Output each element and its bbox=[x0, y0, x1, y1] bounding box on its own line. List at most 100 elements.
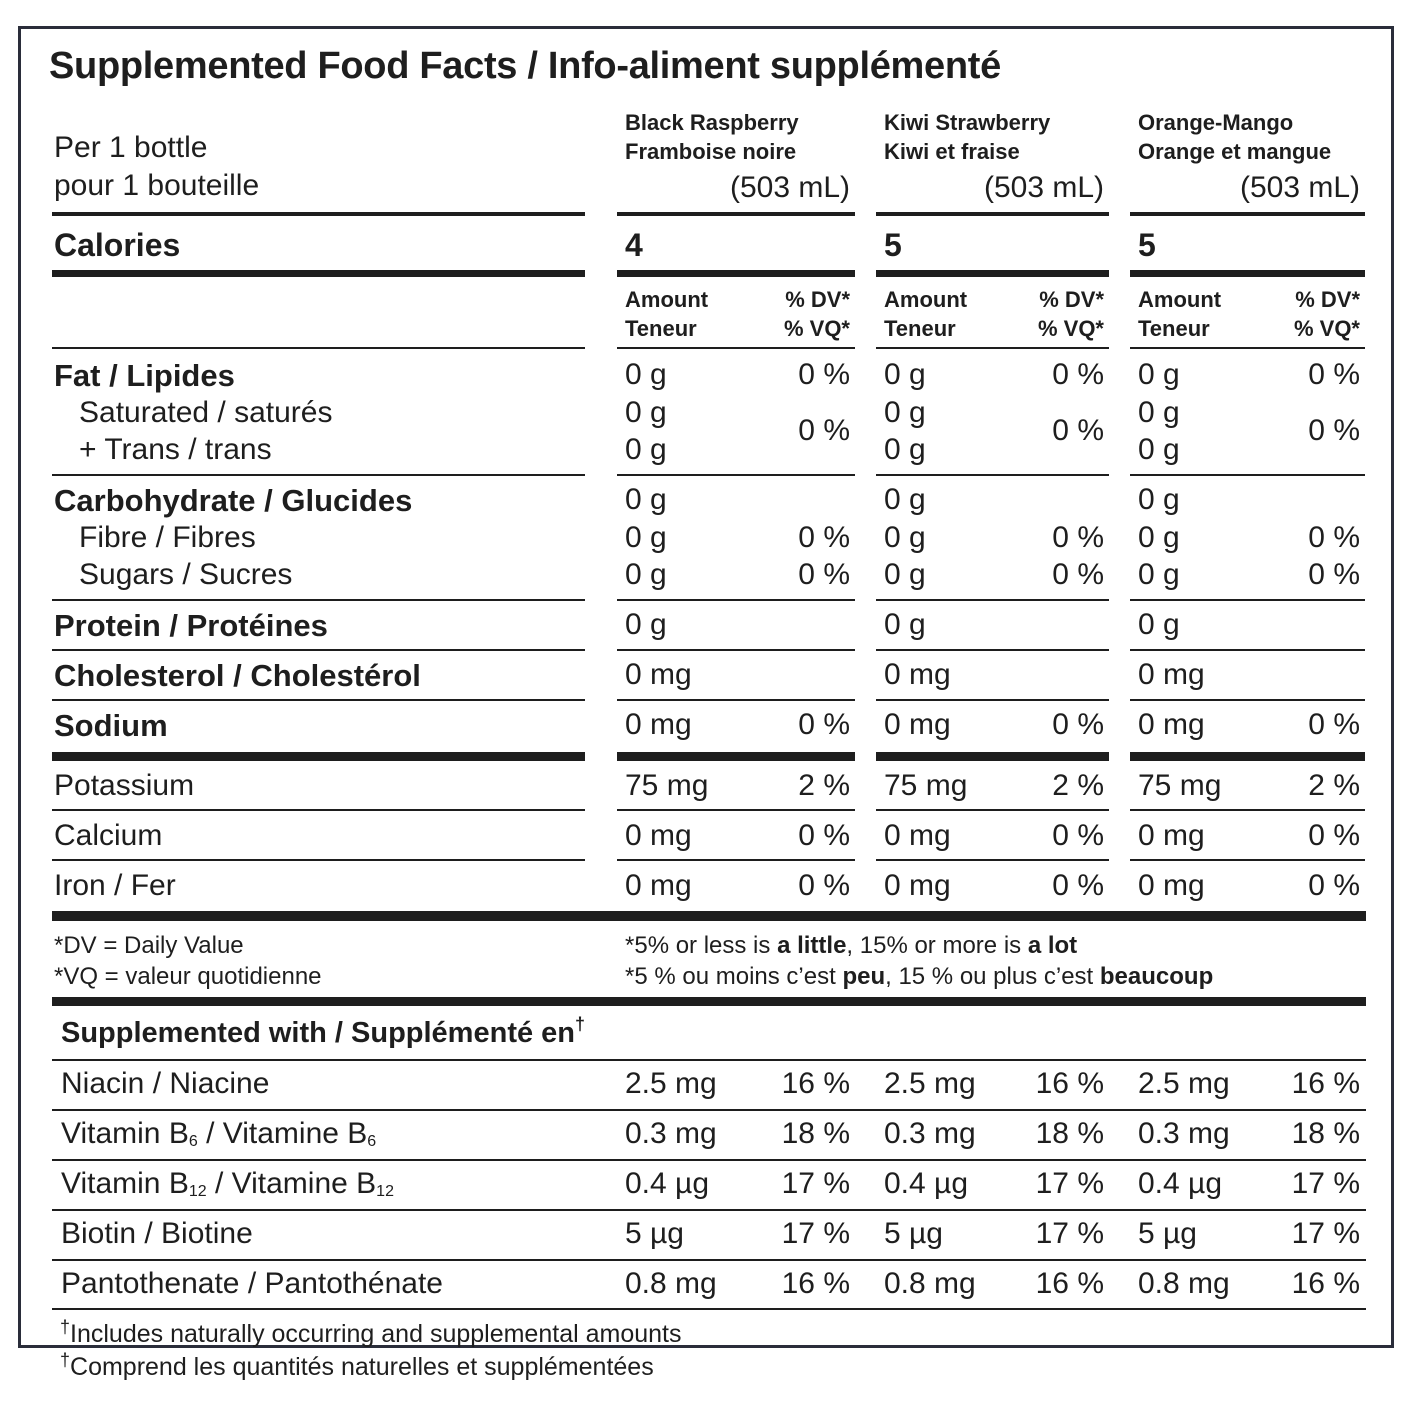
amount-header-en: Amount bbox=[1138, 287, 1222, 312]
saturated-amount: 0 g bbox=[1138, 396, 1180, 429]
supplement-amount: 0.4 µg bbox=[1138, 1167, 1223, 1200]
rule-biotin bbox=[52, 1259, 1366, 1261]
supplement-dv: 17 % bbox=[1035, 1167, 1104, 1200]
supplement-dv: 16 % bbox=[1291, 1067, 1360, 1100]
nutrition-facts-label bbox=[18, 26, 1394, 1348]
saturated-trans-dv: 0 % bbox=[1052, 414, 1104, 447]
supplement-dv: 16 % bbox=[1291, 1267, 1360, 1300]
rule-calories bbox=[52, 270, 585, 277]
flavor-volume: (503 mL) bbox=[729, 171, 850, 204]
guide-fr-text-2: , 15 % ou plus c’est bbox=[885, 963, 1100, 990]
fibre-amount: 0 g bbox=[625, 521, 667, 554]
col1-rule-carb bbox=[876, 599, 1109, 601]
dv-header-en: % DV* bbox=[1039, 287, 1104, 312]
col0-rule-cholesterol bbox=[617, 699, 855, 701]
col2-rule-protein bbox=[1130, 649, 1365, 651]
serving-size-en: Per 1 bottle bbox=[54, 131, 208, 164]
flavor-name-fr: Kiwi et fraise bbox=[884, 139, 1020, 164]
sugars-dv: 0 % bbox=[1308, 558, 1360, 591]
col1-rule-serving bbox=[876, 212, 1109, 216]
fat-amount: 0 g bbox=[884, 358, 926, 391]
guide-en-lot: a lot bbox=[1027, 932, 1078, 959]
protein-amount: 0 g bbox=[1138, 608, 1180, 641]
supplement-amount: 0.3 mg bbox=[1138, 1117, 1230, 1150]
sodium-dv: 0 % bbox=[798, 708, 850, 741]
flavor-volume: (503 mL) bbox=[1239, 171, 1360, 204]
trans-label: + Trans / trans bbox=[79, 433, 272, 466]
sugars-amount: 0 g bbox=[625, 558, 667, 591]
saturated-amount: 0 g bbox=[884, 396, 926, 429]
col0-rule-fat bbox=[617, 474, 855, 476]
biotin-label: Biotin / Biotine bbox=[61, 1217, 253, 1250]
col1-rule-calcium bbox=[876, 859, 1109, 861]
potassium-amount: 75 mg bbox=[625, 769, 709, 802]
potassium-amount: 75 mg bbox=[1138, 769, 1222, 802]
rule-b12 bbox=[52, 1209, 1366, 1211]
dagger-mark-fr: † bbox=[60, 1350, 71, 1370]
dagger-mark-en: † bbox=[60, 1317, 71, 1337]
col0-rule-calories bbox=[617, 270, 855, 277]
niacin-label: Niacin / Niacine bbox=[61, 1067, 270, 1100]
fat-dv: 0 % bbox=[798, 358, 850, 391]
supplement-dv: 18 % bbox=[781, 1117, 850, 1150]
iron-amount: 0 mg bbox=[884, 869, 951, 902]
calories-value: 4 bbox=[625, 227, 643, 263]
sugars-dv: 0 % bbox=[1052, 558, 1104, 591]
supplement-dv: 16 % bbox=[781, 1267, 850, 1300]
calcium-dv: 0 % bbox=[1308, 819, 1360, 852]
carbohydrate-amount: 0 g bbox=[884, 483, 926, 516]
sodium-dv: 0 % bbox=[1308, 708, 1360, 741]
col2-rule-cholesterol bbox=[1130, 699, 1365, 701]
col1-rule-headers bbox=[876, 347, 1109, 349]
col1-rule-cholesterol bbox=[876, 699, 1109, 701]
col2-rule-calcium bbox=[1130, 859, 1365, 861]
vq-definition: *VQ = valeur quotidienne bbox=[54, 963, 322, 990]
label-title: Supplemented Food Facts / Info-aliment s… bbox=[49, 45, 1001, 87]
col0-rule-sodium bbox=[617, 752, 855, 761]
flavor-name-fr: Framboise noire bbox=[625, 139, 797, 164]
calcium-dv: 0 % bbox=[798, 819, 850, 852]
guide-en-little: a little bbox=[777, 932, 847, 959]
col2-rule-serving bbox=[1130, 212, 1365, 216]
potassium-dv: 2 % bbox=[1052, 769, 1104, 802]
rule-calcium bbox=[52, 859, 585, 861]
saturated-trans-dv: 0 % bbox=[1308, 414, 1360, 447]
calcium-amount: 0 mg bbox=[1138, 819, 1205, 852]
calcium-label: Calcium bbox=[54, 819, 163, 852]
protein-amount: 0 g bbox=[625, 608, 667, 641]
supplement-dv: 16 % bbox=[1035, 1067, 1104, 1100]
potassium-dv: 2 % bbox=[1308, 769, 1360, 802]
col1-rule-fat bbox=[876, 474, 1109, 476]
col2-rule-calories bbox=[1130, 270, 1365, 277]
dv-header-fr: % VQ* bbox=[1293, 316, 1360, 341]
vitamin-b6-label: Vitamin B6 / Vitamine B6 bbox=[61, 1117, 376, 1150]
supplemented-heading-text: Supplemented with / Supplémenté en bbox=[61, 1017, 575, 1049]
supplement-amount: 0.3 mg bbox=[884, 1117, 976, 1150]
dv-header-en: % DV* bbox=[1295, 287, 1360, 312]
col0-rule-potassium bbox=[617, 809, 855, 811]
supplement-dv: 17 % bbox=[1291, 1167, 1360, 1200]
trans-amount: 0 g bbox=[884, 433, 926, 466]
b6-en: Vitamin B bbox=[61, 1117, 189, 1150]
supplement-dv: 17 % bbox=[1291, 1217, 1360, 1250]
amount-header-en: Amount bbox=[625, 287, 709, 312]
col0-rule-headers bbox=[617, 347, 855, 349]
dagger-note-en: †Includes naturally occurring and supple… bbox=[60, 1318, 681, 1347]
supplement-dv: 17 % bbox=[781, 1217, 850, 1250]
supplemented-heading: Supplemented with / Supplémenté en† bbox=[61, 1015, 585, 1049]
iron-dv: 0 % bbox=[1052, 869, 1104, 902]
percent-guide-fr: *5 % ou moins c’est peu, 15 % ou plus c’… bbox=[625, 965, 1213, 989]
fibre-dv: 0 % bbox=[1052, 521, 1104, 554]
supplement-amount: 0.8 mg bbox=[884, 1267, 976, 1300]
supplement-dv: 16 % bbox=[781, 1067, 850, 1100]
sugars-dv: 0 % bbox=[798, 558, 850, 591]
calories-value: 5 bbox=[1138, 227, 1156, 263]
col1-rule-potassium bbox=[876, 809, 1109, 811]
b6-sub-en: 6 bbox=[188, 1133, 198, 1150]
sodium-dv: 0 % bbox=[1052, 708, 1104, 741]
percent-guide-en: *5% or less is a little, 15% or more is … bbox=[625, 934, 1077, 958]
guide-en-text-2: , 15% or more is bbox=[846, 932, 1028, 959]
col1-rule-calories bbox=[876, 270, 1109, 277]
cholesterol-amount: 0 mg bbox=[625, 658, 692, 691]
amount-header-fr: Teneur bbox=[884, 316, 956, 341]
